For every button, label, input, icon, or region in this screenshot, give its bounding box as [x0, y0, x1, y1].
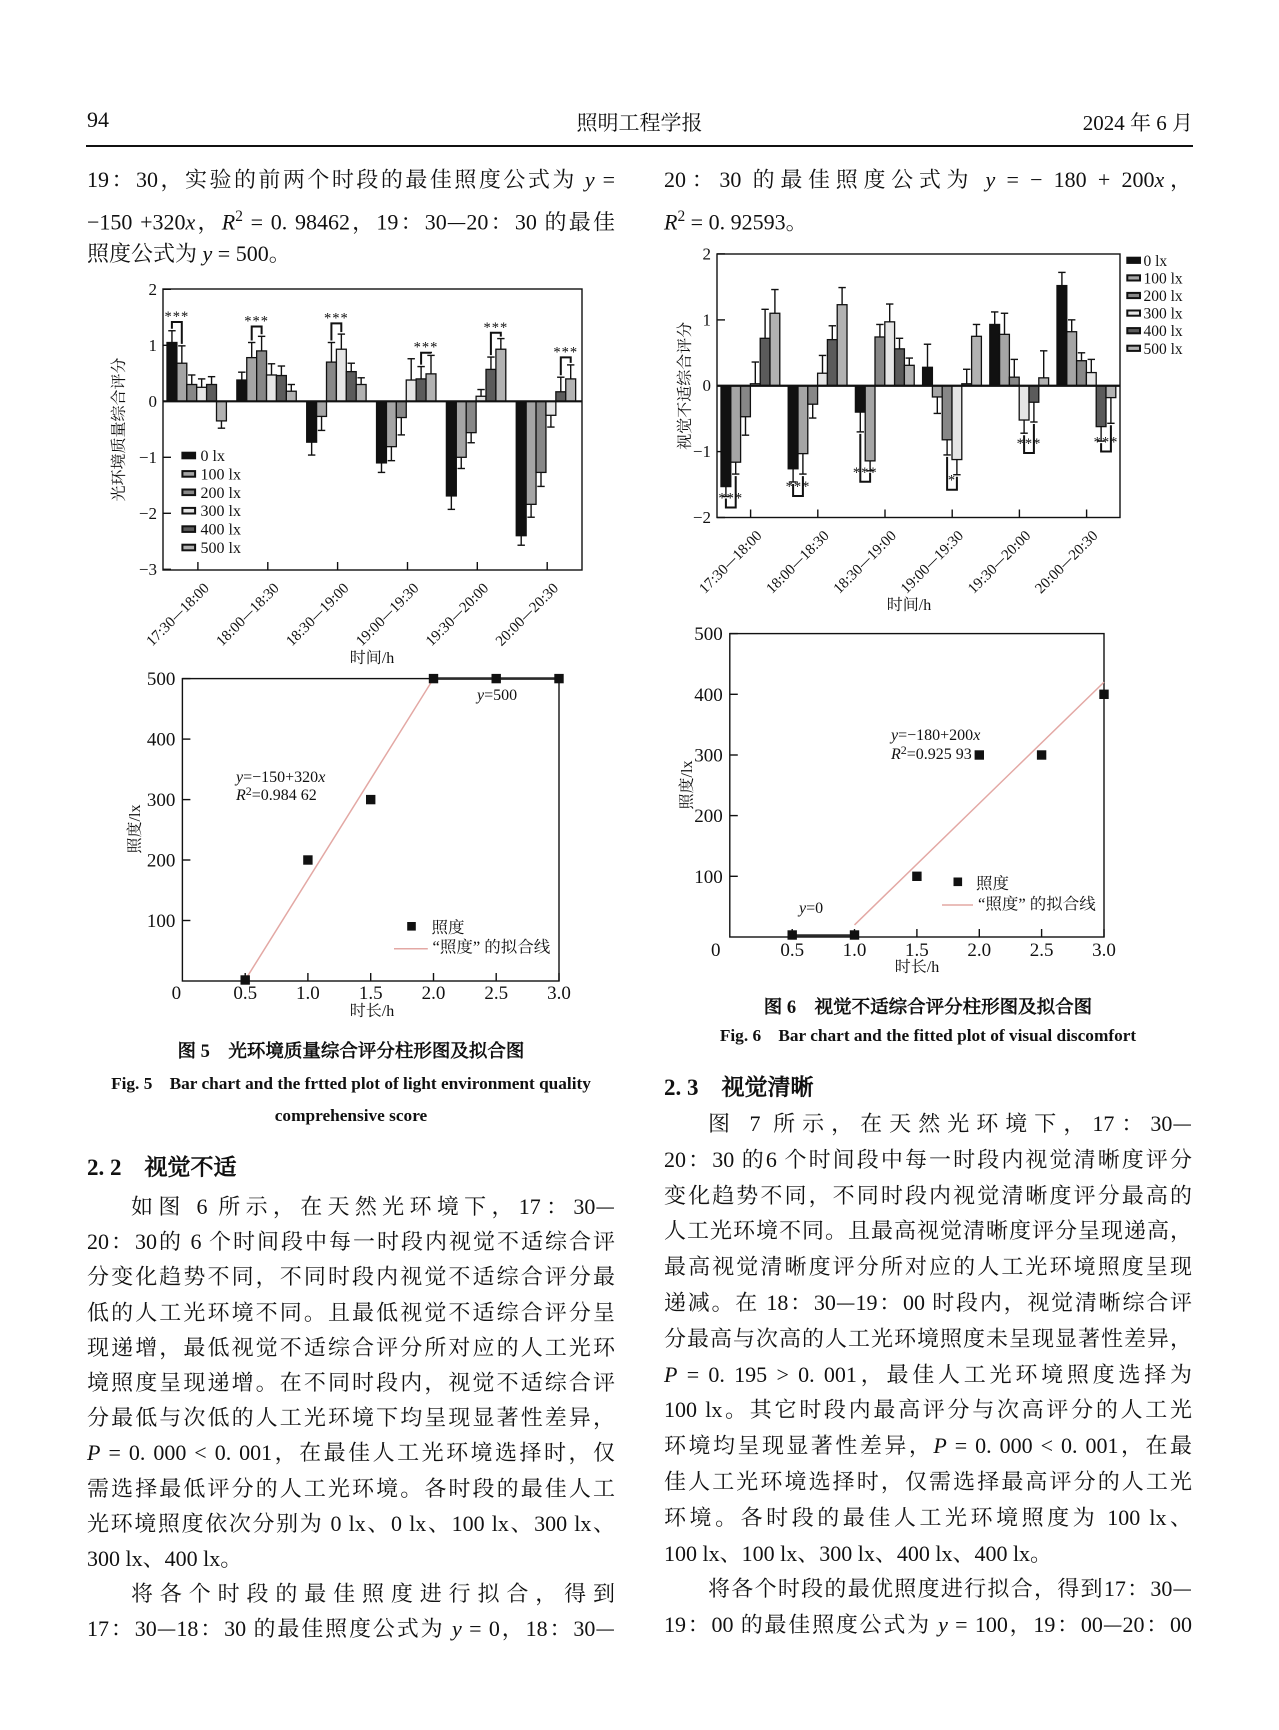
- svg-text:光环境质量综合评分: 光环境质量综合评分: [106, 357, 129, 501]
- svg-text:18:30—19:00: 18:30—19:00: [828, 525, 901, 598]
- svg-text:1: 1: [149, 331, 158, 356]
- svg-text:y=−150+320x: y=−150+320x: [234, 764, 325, 787]
- svg-text:1: 1: [703, 305, 712, 330]
- svg-text:2.5: 2.5: [1030, 935, 1054, 962]
- svg-text:y=500: y=500: [475, 682, 517, 705]
- svg-text:照度/lx: 照度/lx: [122, 805, 145, 854]
- svg-text:视觉不适综合评分: 视觉不适综合评分: [672, 322, 695, 450]
- svg-text:***: ***: [786, 475, 811, 496]
- svg-text:2.0: 2.0: [967, 935, 991, 962]
- svg-text:3.0: 3.0: [1092, 935, 1116, 962]
- svg-text:200 lx: 200 lx: [1144, 284, 1183, 306]
- svg-text:19:00—19:30: 19:00—19:30: [895, 525, 968, 598]
- svg-text:0: 0: [149, 387, 158, 412]
- svg-text:100: 100: [694, 862, 723, 889]
- svg-text:100: 100: [147, 906, 176, 933]
- svg-text:***: ***: [718, 487, 743, 508]
- svg-text:2.0: 2.0: [422, 978, 446, 1005]
- svg-text:100 lx: 100 lx: [201, 461, 241, 484]
- svg-text:R2=0.984 62: R2=0.984 62: [235, 782, 317, 805]
- svg-text:400: 400: [147, 725, 176, 752]
- svg-text:0: 0: [711, 935, 721, 962]
- svg-text:照度: 照度: [976, 870, 1009, 894]
- svg-text:200 lx: 200 lx: [201, 480, 241, 503]
- svg-text:17:30—18:00: 17:30—18:00: [141, 578, 214, 651]
- svg-text:*: *: [948, 469, 956, 490]
- svg-text:19:30—20:00: 19:30—20:00: [420, 578, 493, 651]
- svg-text:***: ***: [853, 461, 878, 482]
- svg-text:1.0: 1.0: [296, 978, 320, 1005]
- svg-text:500: 500: [694, 625, 723, 646]
- svg-text:时长/h: 时长/h: [895, 954, 939, 977]
- svg-text:0 lx: 0 lx: [201, 443, 225, 466]
- svg-text:时间/h: 时间/h: [887, 592, 931, 615]
- svg-text:***: ***: [165, 305, 190, 326]
- svg-text:300 lx: 300 lx: [1144, 302, 1183, 324]
- svg-text:−1: −1: [693, 437, 711, 462]
- svg-text:300: 300: [694, 741, 723, 768]
- svg-text:−2: −2: [139, 499, 157, 524]
- svg-text:照度/lx: 照度/lx: [674, 761, 697, 810]
- svg-text:0: 0: [172, 978, 182, 1005]
- svg-text:500 lx: 500 lx: [1144, 337, 1183, 359]
- svg-text:−3: −3: [139, 555, 157, 580]
- svg-text:y=0: y=0: [797, 895, 823, 918]
- svg-text:−1: −1: [139, 443, 157, 468]
- svg-text:***: ***: [324, 306, 349, 327]
- svg-text:−2: −2: [693, 503, 711, 528]
- svg-text:0.5: 0.5: [780, 935, 804, 962]
- svg-text:200: 200: [694, 801, 723, 828]
- svg-text:19:00—19:30: 19:00—19:30: [350, 578, 423, 651]
- svg-text:***: ***: [1017, 432, 1042, 453]
- svg-text:400 lx: 400 lx: [1144, 319, 1183, 341]
- svg-text:1.5: 1.5: [905, 935, 929, 962]
- svg-text:0.5: 0.5: [233, 978, 257, 1005]
- svg-text:300 lx: 300 lx: [201, 498, 241, 521]
- svg-text:500: 500: [147, 664, 176, 691]
- svg-text:200: 200: [147, 846, 176, 873]
- svg-text:19:30—20:00: 19:30—20:00: [962, 525, 1035, 598]
- svg-text:100 lx: 100 lx: [1144, 266, 1183, 288]
- svg-text:400 lx: 400 lx: [201, 517, 241, 540]
- svg-text:18:00—18:30: 18:00—18:30: [761, 525, 834, 598]
- svg-text:***: ***: [244, 310, 269, 331]
- svg-text:***: ***: [1094, 431, 1119, 452]
- svg-text:1.0: 1.0: [843, 935, 867, 962]
- svg-text:3.0: 3.0: [547, 978, 571, 1005]
- svg-text:“照度” 的拟合线: “照度” 的拟合线: [978, 891, 1096, 915]
- svg-text:时间/h: 时间/h: [350, 645, 394, 668]
- svg-text:300: 300: [147, 785, 176, 812]
- svg-text:500 lx: 500 lx: [201, 535, 241, 558]
- svg-text:***: ***: [414, 336, 439, 357]
- svg-text:20:00—20:30: 20:00—20:30: [490, 578, 563, 651]
- svg-text:2.5: 2.5: [484, 978, 508, 1005]
- svg-text:17:30—18:00: 17:30—18:00: [694, 525, 767, 598]
- svg-text:0: 0: [703, 371, 712, 396]
- svg-text:1.5: 1.5: [359, 978, 383, 1005]
- svg-text:20:00—20:30: 20:00—20:30: [1030, 525, 1103, 598]
- svg-text:时长/h: 时长/h: [350, 998, 394, 1021]
- svg-text:0 lx: 0 lx: [1144, 249, 1168, 271]
- svg-text:***: ***: [553, 340, 578, 361]
- svg-text:y=−180+200x: y=−180+200x: [889, 722, 980, 745]
- svg-text:2: 2: [703, 245, 712, 264]
- svg-text:***: ***: [484, 316, 509, 337]
- svg-text:R2=0.925 93: R2=0.925 93: [890, 741, 972, 764]
- svg-text:2: 2: [149, 278, 158, 300]
- svg-text:“照度” 的拟合线: “照度” 的拟合线: [433, 934, 551, 958]
- svg-text:18:30—19:00: 18:30—19:00: [281, 578, 354, 651]
- svg-text:18:00—18:30: 18:00—18:30: [211, 578, 284, 651]
- svg-text:400: 400: [694, 680, 723, 707]
- svg-text:照度: 照度: [432, 914, 465, 938]
